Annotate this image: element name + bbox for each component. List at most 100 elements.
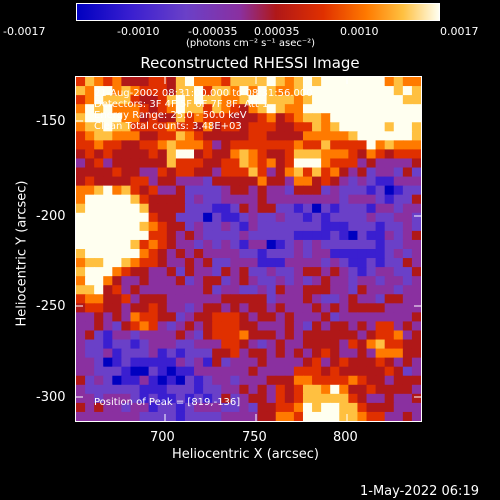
heatmap-cell <box>148 221 159 232</box>
heatmap-cell <box>402 194 413 205</box>
heatmap-cell <box>375 330 386 341</box>
heatmap-cell <box>130 411 141 421</box>
heatmap-cell <box>293 104 304 114</box>
heatmap-cell <box>284 140 295 151</box>
heatmap-cell <box>103 95 113 105</box>
heatmap-cell <box>94 185 104 196</box>
heatmap-cell <box>103 185 113 196</box>
heatmap-cell <box>375 122 386 132</box>
heatmap-cell <box>275 104 286 114</box>
heatmap-cell <box>330 294 340 304</box>
heatmap-cell <box>411 95 421 105</box>
heatmap-cell <box>411 375 421 386</box>
heatmap-cell <box>94 312 104 323</box>
heatmap-cell <box>85 167 95 178</box>
heatmap-cell <box>357 239 368 250</box>
heatmap-cell <box>166 239 177 250</box>
heatmap-cell <box>357 185 368 196</box>
heatmap-cell <box>321 86 331 96</box>
heatmap-cell <box>302 348 313 359</box>
heatmap-cell <box>266 176 277 187</box>
heatmap-cell <box>203 167 213 178</box>
heatmap-cell <box>402 131 413 141</box>
heatmap-cell <box>139 339 150 350</box>
heatmap-cell <box>112 285 122 295</box>
heatmap-cell <box>94 330 104 341</box>
heatmap-cell <box>339 312 349 323</box>
heatmap-cell <box>230 176 241 187</box>
heatmap-cell <box>375 348 386 359</box>
heatmap-cell <box>139 203 150 214</box>
heatmap-cell <box>411 113 421 123</box>
heatmap-cell <box>339 249 349 259</box>
heatmap-cell <box>357 131 368 141</box>
heatmap-cell <box>112 276 122 286</box>
heatmap-cell <box>85 357 95 368</box>
heatmap-cell <box>366 312 377 323</box>
heatmap-cell <box>203 104 213 114</box>
heatmap-cell <box>175 167 186 178</box>
heatmap-cell <box>148 249 159 259</box>
heatmap-cell <box>230 330 241 341</box>
heatmap-cell <box>375 267 386 277</box>
heatmap-cell <box>266 86 277 96</box>
heatmap-cell <box>411 294 421 304</box>
heatmap-cell <box>366 321 377 332</box>
heatmap-cell <box>112 258 122 268</box>
heatmap-cell <box>239 140 250 151</box>
heatmap-cell <box>76 411 86 421</box>
heatmap-cell <box>112 366 122 377</box>
heatmap-cell <box>339 113 349 123</box>
heatmap-cell <box>357 285 368 295</box>
heatmap-cell <box>94 366 104 377</box>
heatmap-cell <box>293 203 304 214</box>
heatmap-cell <box>384 203 395 214</box>
heatmap-cell <box>266 339 277 350</box>
heatmap-cell <box>339 149 349 160</box>
heatmap-cell <box>175 239 186 250</box>
heatmap-cell <box>248 411 259 421</box>
heatmap-cell <box>194 384 204 395</box>
heatmap-cell <box>230 375 241 386</box>
heatmap-cell <box>384 122 395 132</box>
heatmap-cell <box>112 339 122 350</box>
heatmap-cell <box>357 366 368 377</box>
heatmap-cell <box>321 357 331 368</box>
heatmap-cell <box>103 303 113 313</box>
heatmap-cell <box>76 104 86 114</box>
peak-position-label: Position of Peak = [819,-136] <box>94 397 241 408</box>
heatmap-cell <box>103 203 113 214</box>
heatmap-cell <box>366 258 377 268</box>
heatmap-cell <box>393 249 404 259</box>
heatmap-cell <box>339 104 349 114</box>
heatmap-cell <box>366 185 377 196</box>
heatmap-cell <box>348 375 359 386</box>
heatmap-cell <box>284 285 295 295</box>
heatmap-cell <box>194 176 204 187</box>
heatmap-cell <box>266 294 277 304</box>
heatmap-cell <box>366 294 377 304</box>
heatmap-cell <box>212 357 222 368</box>
heatmap-cell <box>302 366 313 377</box>
heatmap-cell <box>266 267 277 277</box>
heatmap-cell <box>348 113 359 123</box>
heatmap-cell <box>94 321 104 332</box>
heatmap-cell <box>139 384 150 395</box>
heatmap-cell <box>384 239 395 250</box>
heatmap-cell <box>203 312 213 323</box>
heatmap-cell <box>166 393 177 404</box>
heatmap-cell <box>85 239 95 250</box>
heatmap-cell <box>266 411 277 421</box>
heatmap-cell <box>85 303 95 313</box>
heatmap-cell <box>302 267 313 277</box>
colorbar-tick: 0.0010 <box>340 25 379 38</box>
heatmap-cell <box>375 375 386 386</box>
heatmap-cell <box>275 393 286 404</box>
heatmap-cell <box>212 339 222 350</box>
heatmap-cell <box>157 122 168 132</box>
heatmap-cell <box>103 77 113 87</box>
heatmap-cell <box>393 203 404 214</box>
heatmap-cell <box>357 339 368 350</box>
heatmap-cell <box>384 312 395 323</box>
heatmap-cell <box>76 113 86 123</box>
